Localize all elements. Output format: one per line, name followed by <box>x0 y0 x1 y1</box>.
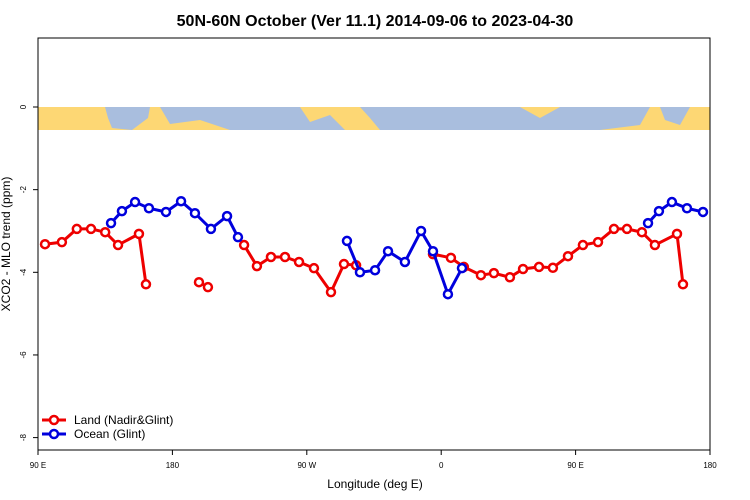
data-point <box>475 269 487 281</box>
data-point <box>442 288 454 300</box>
legend-label: Ocean (Glint) <box>74 427 145 441</box>
data-point <box>649 239 661 251</box>
data-point <box>382 245 394 257</box>
data-point <box>175 195 187 207</box>
data-point <box>205 223 217 235</box>
y-tick-label: 0 <box>19 104 28 109</box>
chart-title: 50N-60N October (Ver 11.1) 2014-09-06 to… <box>177 13 574 30</box>
data-point <box>140 279 152 290</box>
data-point <box>143 203 155 214</box>
x-axis-title: Longitude (deg E) <box>327 477 422 491</box>
x-tick-label: 90 E <box>30 461 46 470</box>
data-point <box>221 210 233 222</box>
data-point <box>189 207 201 219</box>
legend-marker <box>48 414 60 426</box>
y-tick-label: -2 <box>19 186 28 194</box>
x-tick-label: 90 W <box>297 461 316 470</box>
data-point <box>99 226 111 238</box>
data-point <box>415 225 427 237</box>
plot-frame <box>37 37 711 451</box>
data-point <box>636 226 648 238</box>
data-point <box>592 236 604 248</box>
legend-label: Land (Nadir&Glint) <box>74 413 173 427</box>
data-point <box>445 252 457 264</box>
data-point <box>105 217 117 229</box>
data-point <box>369 264 381 276</box>
data-point <box>85 223 97 235</box>
data-point <box>338 258 350 270</box>
data-point <box>642 217 654 229</box>
data-point <box>112 239 124 251</box>
x-tick-label: 0 <box>439 461 444 470</box>
x-tick-label: 180 <box>703 461 717 470</box>
data-point <box>427 245 439 257</box>
data-point <box>251 260 263 272</box>
data-point <box>488 267 500 279</box>
data-point <box>232 231 244 243</box>
data-point <box>517 263 529 275</box>
x-tick-label: 90 E <box>567 461 583 470</box>
data-point <box>56 236 68 248</box>
y-tick-label: -6 <box>19 351 28 359</box>
data-point <box>577 239 589 251</box>
data-point <box>533 261 545 273</box>
data-point <box>341 235 353 247</box>
map-band <box>38 107 710 130</box>
y-tick-label: -4 <box>19 268 28 276</box>
data-point <box>399 256 411 268</box>
y-axis-title: XCO2 - MLO trend (ppm) <box>0 177 13 312</box>
data-point <box>608 223 620 235</box>
data-point <box>160 206 172 218</box>
data-point <box>547 262 559 274</box>
data-point <box>279 251 291 263</box>
data-point <box>238 239 250 251</box>
x-tick-label: 180 <box>166 461 180 470</box>
data-point <box>39 238 51 250</box>
data-point <box>677 279 689 290</box>
legend-marker <box>48 428 60 440</box>
data-point <box>325 286 337 298</box>
data-point <box>671 228 683 240</box>
data-point <box>621 223 633 235</box>
data-point <box>504 272 516 283</box>
data-point <box>202 281 214 293</box>
data-point <box>265 251 277 263</box>
data-point <box>116 205 128 217</box>
data-point <box>653 205 665 217</box>
data-point <box>71 223 83 235</box>
data-point <box>308 262 320 274</box>
data-point <box>681 203 693 214</box>
data-point <box>562 250 574 262</box>
y-tick-label: -8 <box>19 434 28 442</box>
data-point <box>133 228 145 240</box>
data-point <box>193 276 205 288</box>
data-point <box>293 256 305 268</box>
data-point <box>697 206 709 218</box>
data-point <box>129 196 141 208</box>
data-point <box>456 262 468 274</box>
data-point <box>666 196 678 208</box>
data-point <box>354 267 366 278</box>
